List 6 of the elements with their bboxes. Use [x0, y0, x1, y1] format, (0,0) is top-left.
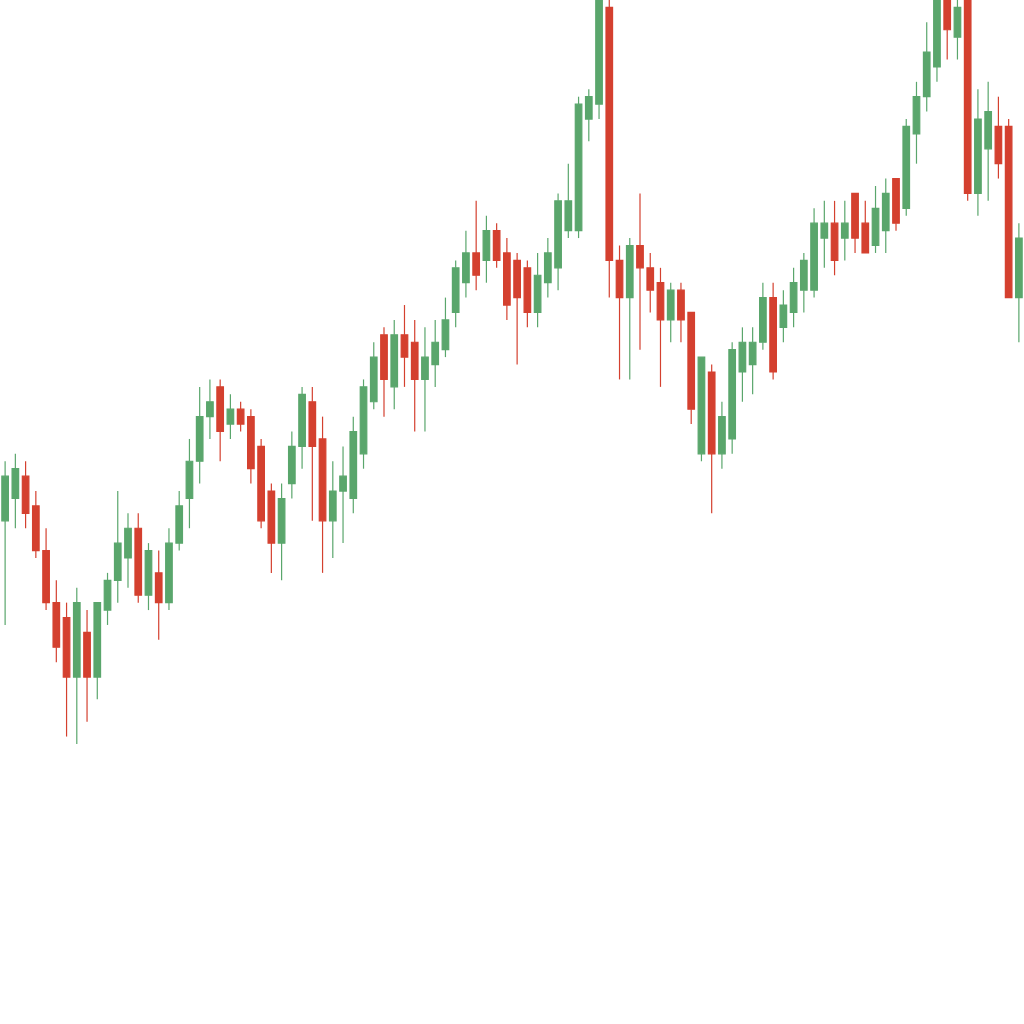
- candlestick: [83, 609, 91, 723]
- candlestick: [769, 282, 777, 381]
- candlestick: [380, 326, 388, 418]
- candlestick: [154, 549, 163, 641]
- candlestick: [1015, 222, 1023, 343]
- candlestick: [840, 200, 849, 261]
